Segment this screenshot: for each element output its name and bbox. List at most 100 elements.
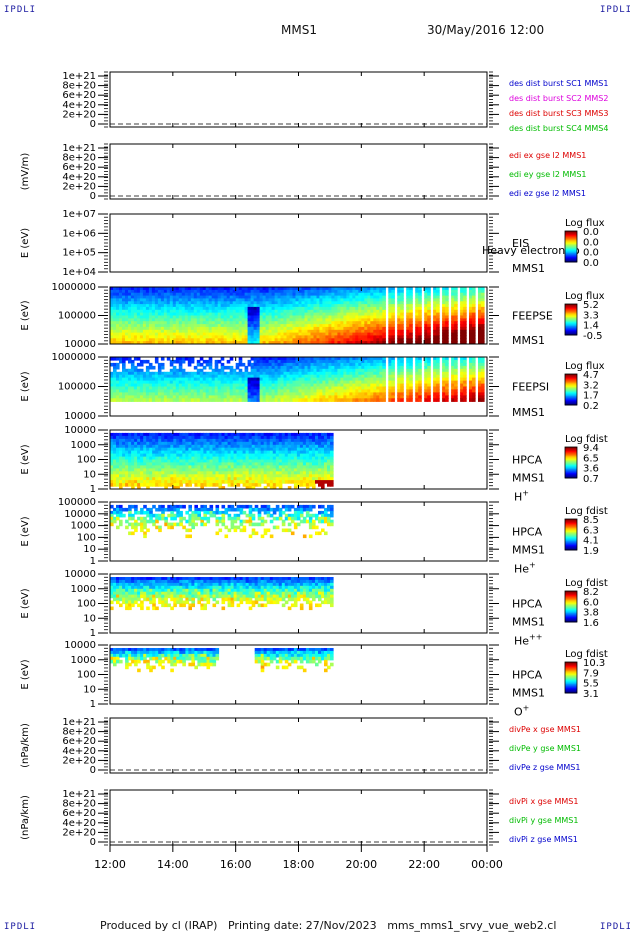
spectrogram-cell [424, 392, 428, 396]
spectrogram-cell [116, 324, 120, 328]
spectrogram-cell [325, 318, 329, 322]
spectrogram-cell [289, 292, 294, 297]
spectrogram-cell [325, 341, 329, 344]
spectrogram-cell [469, 359, 473, 364]
spectrogram-cell [116, 450, 120, 455]
spectrogram-cell [454, 371, 458, 376]
spectrogram-cell [454, 326, 458, 331]
spectrogram-cell [334, 392, 338, 396]
spectrogram-cell [277, 315, 282, 319]
spectrogram-cell [130, 318, 135, 322]
spectrogram-cell [481, 304, 485, 308]
spectrogram-cell [382, 374, 386, 379]
spectrogram-cell [295, 365, 300, 370]
spectrogram-cell [388, 338, 392, 342]
spectrogram-cell [376, 309, 380, 314]
spectrogram-cell [406, 398, 410, 402]
spectrogram-cell [122, 395, 126, 399]
y-tick-label: 4e+20 [62, 100, 96, 111]
spectrogram-cell [113, 453, 117, 458]
spectrogram-cell [241, 335, 246, 339]
spectrogram-cell [478, 335, 482, 339]
spectrogram-cell [181, 332, 186, 337]
spectrogram-cell [176, 435, 180, 440]
spectrogram-cell [325, 306, 329, 311]
spectrogram-cell [244, 309, 249, 314]
spectrogram-cell [265, 389, 270, 393]
spectrogram-cell [203, 480, 207, 484]
spectrogram-cell [185, 435, 189, 440]
spectrogram-cell [454, 321, 458, 325]
spectrogram-cell [202, 301, 207, 305]
spectrogram-cell [139, 338, 144, 342]
spectrogram-cell [188, 435, 192, 440]
spectrogram-cell [265, 365, 270, 370]
y-tick-label: 0 [90, 191, 96, 202]
spectrogram-cell [220, 292, 225, 297]
spectrogram-cell [418, 298, 422, 302]
spectrogram-cell [122, 392, 126, 396]
spectrogram-cell [175, 318, 180, 322]
spectrogram-cell [160, 392, 165, 396]
spectrogram-cell [271, 332, 276, 337]
spectrogram-cell [382, 371, 386, 376]
spectrogram-cell [271, 287, 276, 291]
spectrogram-cell [172, 392, 177, 396]
spectrogram-cell [391, 301, 395, 305]
spectrogram-cell [268, 357, 273, 361]
spectrogram-cell [142, 374, 147, 379]
spectrogram-cell [388, 326, 392, 331]
spectrogram-cell [119, 471, 123, 475]
spectrogram-cell [310, 338, 315, 342]
spectrogram-cell [373, 318, 377, 322]
spectrogram-cell [158, 447, 162, 452]
colorbar-cell [565, 318, 577, 320]
spectrogram-cell [122, 298, 126, 302]
spectrogram-cell [274, 329, 279, 334]
spectrogram-cell [182, 432, 186, 437]
spectrogram-cell [418, 389, 422, 393]
spectrogram-cell [119, 447, 123, 452]
spectrogram-cell [128, 295, 132, 300]
spectrogram-cell [229, 321, 234, 325]
spectrogram-cell [140, 432, 144, 437]
spectrogram-cell [187, 304, 192, 308]
spectrogram-cell [217, 304, 222, 308]
spectrogram-cell [197, 450, 201, 455]
spectrogram-cell [352, 292, 356, 297]
y-tick-label: 100000 [58, 311, 96, 322]
spectrogram-cell [406, 298, 410, 302]
spectrogram-cell [229, 304, 234, 308]
spectrogram-cell [451, 304, 455, 308]
spectrogram-cell [196, 326, 201, 331]
spectrogram-cell [217, 292, 222, 297]
spectrogram-cell [253, 386, 258, 391]
spectrogram-cell [197, 447, 201, 452]
spectrogram-cell [247, 389, 252, 393]
spectrogram-cell [157, 380, 162, 385]
spectrogram-cell [277, 295, 282, 300]
spectrogram-cell [358, 312, 362, 317]
spectrogram-cell [406, 287, 410, 291]
spectrogram-cell [283, 306, 288, 311]
spectrogram-cell [322, 289, 326, 294]
spectrogram-cell [119, 392, 123, 396]
spectrogram-cell [481, 306, 485, 311]
spectrogram-cell [406, 383, 410, 388]
spectrogram-cell [331, 380, 335, 385]
spectrogram-cell [173, 483, 177, 487]
spectrogram-cell [427, 309, 431, 314]
spectrogram-cell [259, 341, 264, 344]
spectrogram-cell [280, 335, 285, 339]
spectrogram-cell [352, 359, 356, 364]
spectrogram-cell [157, 389, 162, 393]
spectrogram-cell [184, 389, 189, 393]
spectrogram-cell [391, 362, 395, 367]
spectrogram-cell [445, 295, 449, 300]
spectrogram-cell [322, 386, 326, 391]
spectrogram-cell [367, 309, 371, 314]
spectrogram-cell [116, 474, 120, 478]
spectrogram-cell [191, 432, 195, 437]
spectrogram-cell [250, 377, 255, 382]
spectrogram-cell [451, 368, 455, 373]
